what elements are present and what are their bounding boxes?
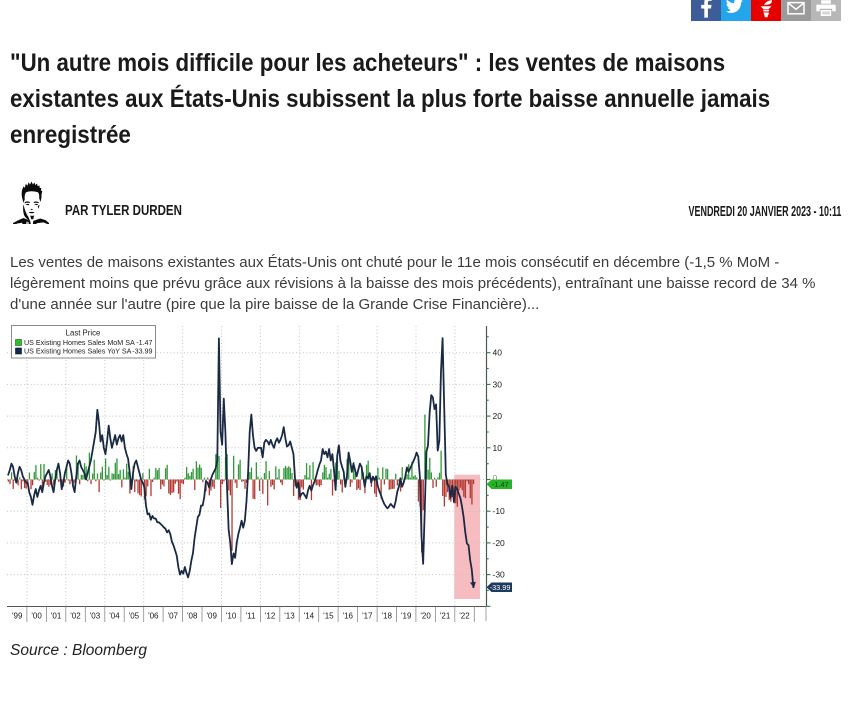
svg-text:-10: -10 xyxy=(493,506,506,516)
svg-text:'06: '06 xyxy=(148,612,159,621)
svg-text:'99: '99 xyxy=(12,612,23,621)
svg-text:-33.99: -33.99 xyxy=(132,348,152,356)
svg-text:-1.47: -1.47 xyxy=(492,480,509,489)
svg-text:'17: '17 xyxy=(362,612,373,621)
svg-text:-1.47: -1.47 xyxy=(136,339,152,347)
svg-text:US Existing Homes Sales MoM SA: US Existing Homes Sales MoM SA xyxy=(24,339,135,347)
svg-text:10: 10 xyxy=(493,443,503,453)
svg-text:'07: '07 xyxy=(168,612,179,621)
svg-text:-33.99: -33.99 xyxy=(490,583,511,592)
svg-text:'19: '19 xyxy=(401,612,412,621)
svg-text:'18: '18 xyxy=(382,612,393,621)
svg-text:'13: '13 xyxy=(284,612,295,621)
svg-text:0: 0 xyxy=(493,473,498,483)
svg-text:US Existing Homes Sales YoY SA: US Existing Homes Sales YoY SA xyxy=(24,348,132,356)
svg-text:-20: -20 xyxy=(493,538,506,548)
svg-text:'12: '12 xyxy=(265,612,276,621)
svg-text:'14: '14 xyxy=(304,612,315,621)
svg-text:'22: '22 xyxy=(459,612,470,621)
svg-text:'20: '20 xyxy=(420,612,431,621)
svg-text:20: 20 xyxy=(493,411,503,421)
svg-text:'05: '05 xyxy=(129,612,140,621)
svg-text:'03: '03 xyxy=(90,612,101,621)
svg-text:'01: '01 xyxy=(51,612,62,621)
svg-text:'16: '16 xyxy=(343,612,354,621)
svg-text:30: 30 xyxy=(493,379,503,389)
svg-text:'11: '11 xyxy=(246,612,256,621)
svg-text:40: 40 xyxy=(493,348,503,358)
svg-text:'09: '09 xyxy=(206,612,217,621)
svg-text:Last Price: Last Price xyxy=(66,329,101,338)
svg-text:'08: '08 xyxy=(187,612,198,621)
svg-text:'21: '21 xyxy=(440,612,451,621)
svg-text:'00: '00 xyxy=(31,612,42,621)
svg-text:'10: '10 xyxy=(226,612,237,621)
svg-text:'15: '15 xyxy=(323,612,334,621)
svg-text:'04: '04 xyxy=(109,612,120,621)
svg-text:'02: '02 xyxy=(70,612,81,621)
svg-text:-30: -30 xyxy=(493,570,506,580)
